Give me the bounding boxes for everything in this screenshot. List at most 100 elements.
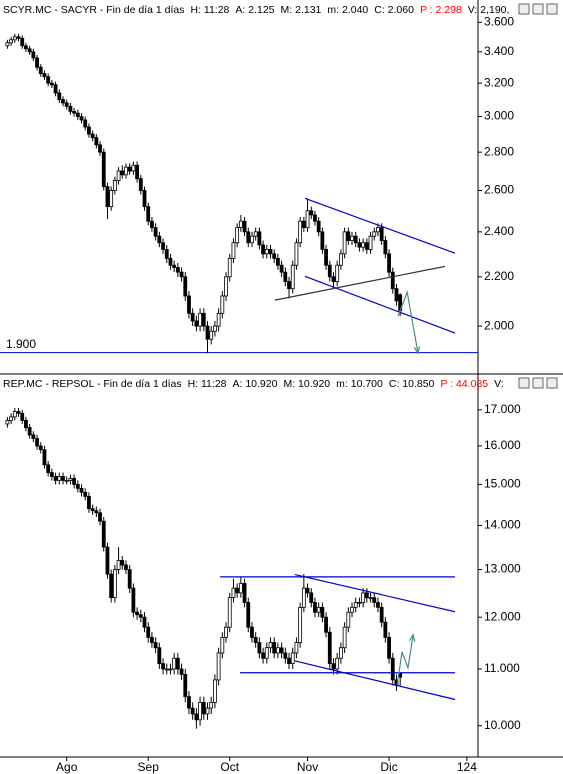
- y-tick-label: 17.000: [484, 402, 521, 416]
- candle-body: [64, 102, 69, 107]
- candle-body: [24, 420, 28, 429]
- candle-body: [246, 602, 251, 628]
- candle-body: [201, 701, 206, 715]
- button[interactable]: [518, 377, 530, 389]
- candle-body: [324, 248, 328, 266]
- candle-body: [327, 631, 332, 664]
- candle-body: [150, 220, 154, 228]
- candle-body: [150, 636, 154, 643]
- candle-body: [46, 464, 51, 473]
- candle-body: [138, 614, 143, 618]
- candle-body: [161, 242, 165, 250]
- candle-body: [227, 597, 232, 628]
- candle-body: [183, 674, 188, 698]
- candle-body: [246, 231, 251, 244]
- candle-body: [172, 264, 177, 268]
- candle-body: [250, 626, 254, 638]
- candle-body: [390, 657, 395, 681]
- candle-body: [276, 257, 280, 266]
- candle-body: [179, 271, 184, 278]
- panel-stat: H: 11:28: [188, 378, 227, 390]
- x-tick-label: Ago: [56, 760, 78, 774]
- candle-body: [272, 642, 277, 654]
- candle-body: [101, 520, 106, 548]
- panel-header: SCYR.MC - SACYR - Fin de día 1 días H: 11…: [3, 4, 509, 16]
- candle-body: [383, 240, 388, 255]
- candle-body: [120, 560, 125, 566]
- candle-body: [90, 508, 95, 512]
- candle-body: [279, 647, 284, 654]
- x-tick-label: Nov: [297, 760, 318, 774]
- trend-line: [294, 660, 456, 701]
- candle-body: [116, 170, 121, 182]
- y-tick-label: 3.200: [484, 75, 514, 89]
- candle-body: [168, 668, 173, 671]
- candle-body: [172, 657, 177, 670]
- candle-body: [116, 560, 121, 570]
- candle-body: [305, 587, 310, 594]
- candle-body: [31, 51, 36, 59]
- candle-body: [216, 652, 221, 681]
- candle-body: [264, 248, 269, 255]
- candle-body: [135, 164, 140, 180]
- candle-body: [338, 253, 343, 266]
- candle-body: [142, 616, 147, 628]
- candle-body: [120, 170, 125, 176]
- candle-body: [5, 42, 10, 47]
- candle-body: [57, 92, 62, 100]
- candle-body: [331, 663, 336, 670]
- candle-body: [238, 583, 243, 594]
- candle-body: [127, 166, 132, 172]
- button[interactable]: [532, 3, 544, 15]
- candle-body: [383, 621, 388, 638]
- y-tick-label: 10.000: [484, 718, 521, 732]
- candle-body: [16, 36, 21, 39]
- candle-body: [235, 587, 240, 594]
- candle-body: [31, 434, 36, 439]
- button[interactable]: [546, 3, 558, 15]
- button[interactable]: [532, 377, 544, 389]
- candle-body: [294, 642, 299, 654]
- button[interactable]: [546, 377, 558, 389]
- candle-body: [68, 478, 73, 481]
- candle-body: [61, 476, 65, 481]
- candle-body: [9, 416, 14, 421]
- candle-body: [194, 713, 199, 721]
- candle-body: [157, 647, 162, 664]
- candle-body: [183, 276, 188, 297]
- candle-body: [79, 487, 84, 493]
- candle-body: [261, 244, 265, 255]
- candle-body: [250, 235, 254, 244]
- candle-body: [320, 231, 325, 250]
- y-tick-label: 15.000: [484, 477, 521, 491]
- candle-body: [387, 636, 391, 659]
- candle-body: [268, 642, 273, 649]
- y-tick-label: 3.600: [484, 14, 514, 28]
- panel-stat: V:: [494, 378, 504, 390]
- candle-body: [101, 151, 106, 187]
- candle-body: [161, 663, 165, 670]
- y-tick-label: 16.000: [484, 438, 521, 452]
- candle-body: [220, 295, 225, 314]
- candle-body: [12, 411, 17, 418]
- candle-body: [305, 210, 310, 228]
- candle-body: [287, 657, 291, 664]
- candle-body: [205, 325, 210, 340]
- candle-body: [238, 220, 243, 228]
- candle-body: [20, 412, 25, 421]
- arrow-head: [408, 633, 416, 642]
- candle-body: [361, 592, 366, 603]
- candle-body: [142, 190, 147, 208]
- candle-body: [376, 227, 380, 233]
- candle-body: [38, 445, 43, 451]
- candle-body: [309, 210, 314, 216]
- button[interactable]: [518, 3, 530, 15]
- trend-line: [294, 574, 456, 613]
- candle-body: [379, 227, 384, 241]
- candle-body: [94, 137, 99, 146]
- candle-body: [290, 652, 295, 664]
- candle-body: [135, 611, 140, 616]
- candle-body: [209, 330, 214, 340]
- panel-stat: M: 2.131: [281, 4, 322, 16]
